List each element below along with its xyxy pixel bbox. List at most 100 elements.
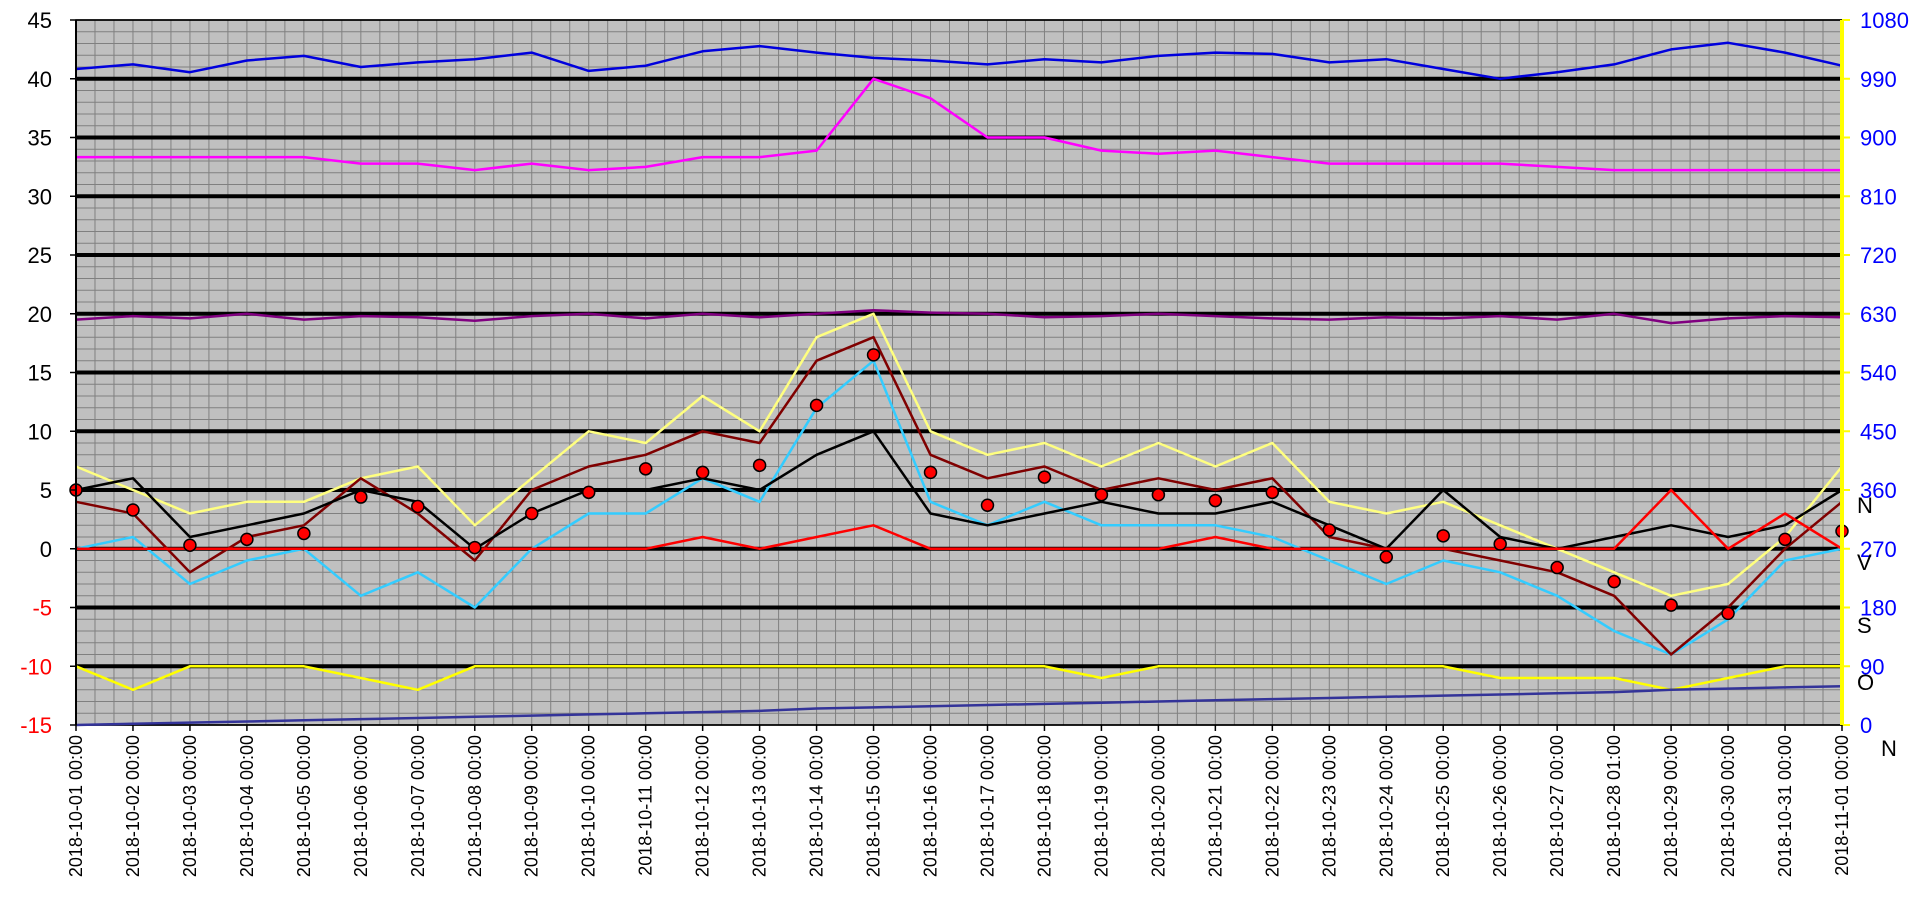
right-y-tick-label: 1080 — [1860, 8, 1909, 33]
x-tick-label: 2018-10-01 00:00 — [66, 735, 86, 877]
data-marker — [354, 490, 368, 504]
data-marker — [240, 532, 254, 547]
data-marker — [468, 540, 482, 555]
left-y-tick-label: 20 — [28, 302, 52, 327]
left-y-tick-label: -10 — [20, 654, 52, 679]
data-marker — [581, 485, 596, 500]
right-y-tick-label: 990 — [1860, 67, 1897, 92]
left-y-tick-label: 5 — [40, 478, 52, 503]
x-tick-label: 2018-10-09 00:00 — [522, 735, 542, 877]
left-y-tick-label: 45 — [28, 8, 52, 33]
left-y-tick-label: 25 — [28, 243, 52, 268]
left-y-tick-label: 10 — [28, 419, 52, 444]
x-tick-label: 2018-10-12 00:00 — [693, 735, 713, 877]
side-letter-label: S — [1857, 613, 1872, 638]
left-y-tick-label: 35 — [28, 126, 52, 151]
side-letter-label: N — [1857, 493, 1873, 518]
x-tick-label: 2018-10-10 00:00 — [579, 735, 599, 877]
right-y-tick-label: 90 — [1860, 654, 1884, 679]
data-marker — [183, 538, 197, 552]
series-line-5 — [75, 359, 1843, 656]
x-tick-label: 2018-10-19 00:00 — [1091, 735, 1111, 877]
x-tick-label: 2018-10-31 00:00 — [1775, 735, 1795, 877]
right-y-tick-label: 0 — [1860, 713, 1872, 738]
series-line-6 — [75, 335, 1843, 656]
x-tick-label: 2018-10-14 00:00 — [807, 735, 827, 877]
x-tick-label: 2018-10-13 00:00 — [750, 735, 770, 877]
data-marker — [524, 506, 539, 521]
x-tick-label: 2018-10-17 00:00 — [978, 735, 998, 877]
data-marker — [1778, 532, 1792, 547]
right-y-tick-label: 810 — [1860, 184, 1897, 209]
x-tick-label: 2018-10-07 00:00 — [408, 735, 428, 877]
series-line-9 — [75, 665, 1842, 692]
data-marker — [1436, 529, 1450, 543]
data-marker — [1094, 487, 1109, 502]
x-tick-label: 2018-10-06 00:00 — [351, 735, 371, 877]
series-line-8 — [76, 488, 1843, 551]
data-marker — [1265, 485, 1280, 500]
right-y-tick-label: 720 — [1860, 243, 1897, 268]
x-tick-label: 2018-10-24 00:00 — [1376, 735, 1396, 877]
x-ticks: 2018-10-01 00:00 2018-10-02 00:00 2018-10-… — [66, 725, 1852, 877]
x-tick-label: 2018-10-15 00:00 — [864, 735, 884, 877]
data-marker — [297, 526, 311, 541]
data-marker — [126, 503, 140, 517]
series-line-7 — [75, 430, 1843, 551]
x-tick-label: 2018-10-08 00:00 — [465, 735, 485, 877]
x-tick-label: 2018-10-03 00:00 — [180, 735, 200, 877]
series-line-4 — [75, 312, 1843, 598]
x-tick-label: 2018-10-25 00:00 — [1433, 735, 1453, 877]
data-marker — [1208, 493, 1223, 508]
right-y-tick-label: 540 — [1860, 361, 1897, 386]
data-marker — [923, 465, 938, 480]
data-marker — [1664, 598, 1678, 612]
series-line-10 — [75, 684, 1843, 727]
data-marker — [1721, 606, 1735, 621]
data-marker — [980, 498, 995, 513]
data-marker — [695, 465, 710, 480]
x-tick-label: 2018-10-20 00:00 — [1148, 735, 1168, 877]
x-tick-label: 2018-10-28 01:00 — [1604, 735, 1624, 877]
left-y-tick-label: 40 — [28, 67, 52, 92]
left-y-tick-label: 0 — [40, 537, 52, 562]
data-marker — [411, 499, 425, 514]
data-marker — [866, 348, 881, 362]
major-grid — [75, 19, 1843, 726]
x-tick-label: 2018-10-04 00:00 — [237, 735, 257, 877]
data-marker — [1322, 523, 1337, 537]
left-y-tick-label: 30 — [28, 184, 52, 209]
x-tick-label: 2018-10-23 00:00 — [1319, 735, 1339, 877]
x-tick-label: 2018-11-01 00:00 — [1832, 735, 1852, 876]
x-tick-label: 2018-10-02 00:00 — [123, 735, 143, 877]
marker-layer — [69, 348, 1849, 621]
series-line-1 — [75, 41, 1843, 81]
data-marker — [1493, 537, 1507, 551]
data-marker — [752, 458, 767, 473]
side-letter-label: O — [1857, 670, 1874, 695]
series-line-3 — [75, 308, 1843, 325]
x-tick-label: 2018-10-22 00:00 — [1262, 735, 1282, 877]
x-tick-label: 2018-10-29 00:00 — [1661, 735, 1681, 877]
data-marker — [809, 398, 824, 413]
series-line-2 — [76, 77, 1842, 172]
side-letter-label: V — [1857, 550, 1872, 575]
x-tick-label: 2018-10-21 00:00 — [1205, 735, 1225, 877]
right-y-tick-label: 450 — [1860, 419, 1897, 444]
right-y-tick-label: 270 — [1860, 537, 1897, 562]
data-marker — [1607, 574, 1621, 589]
right-y-tick-label: 900 — [1860, 126, 1897, 151]
data-marker — [1151, 487, 1166, 502]
x-tick-label: 2018-10-16 00:00 — [921, 735, 941, 877]
x-tick-label: 2018-10-30 00:00 — [1718, 735, 1738, 877]
x-tick-label: 2018-10-26 00:00 — [1490, 735, 1510, 877]
right-y-tick-label: 180 — [1860, 596, 1897, 621]
left-y-tick-label: 15 — [28, 361, 52, 386]
data-marker — [1379, 550, 1394, 564]
side-letter-label: N — [1881, 736, 1897, 761]
x-tick-label: 2018-10-18 00:00 — [1035, 735, 1055, 877]
series-layer — [75, 41, 1843, 727]
data-marker — [1037, 470, 1052, 484]
